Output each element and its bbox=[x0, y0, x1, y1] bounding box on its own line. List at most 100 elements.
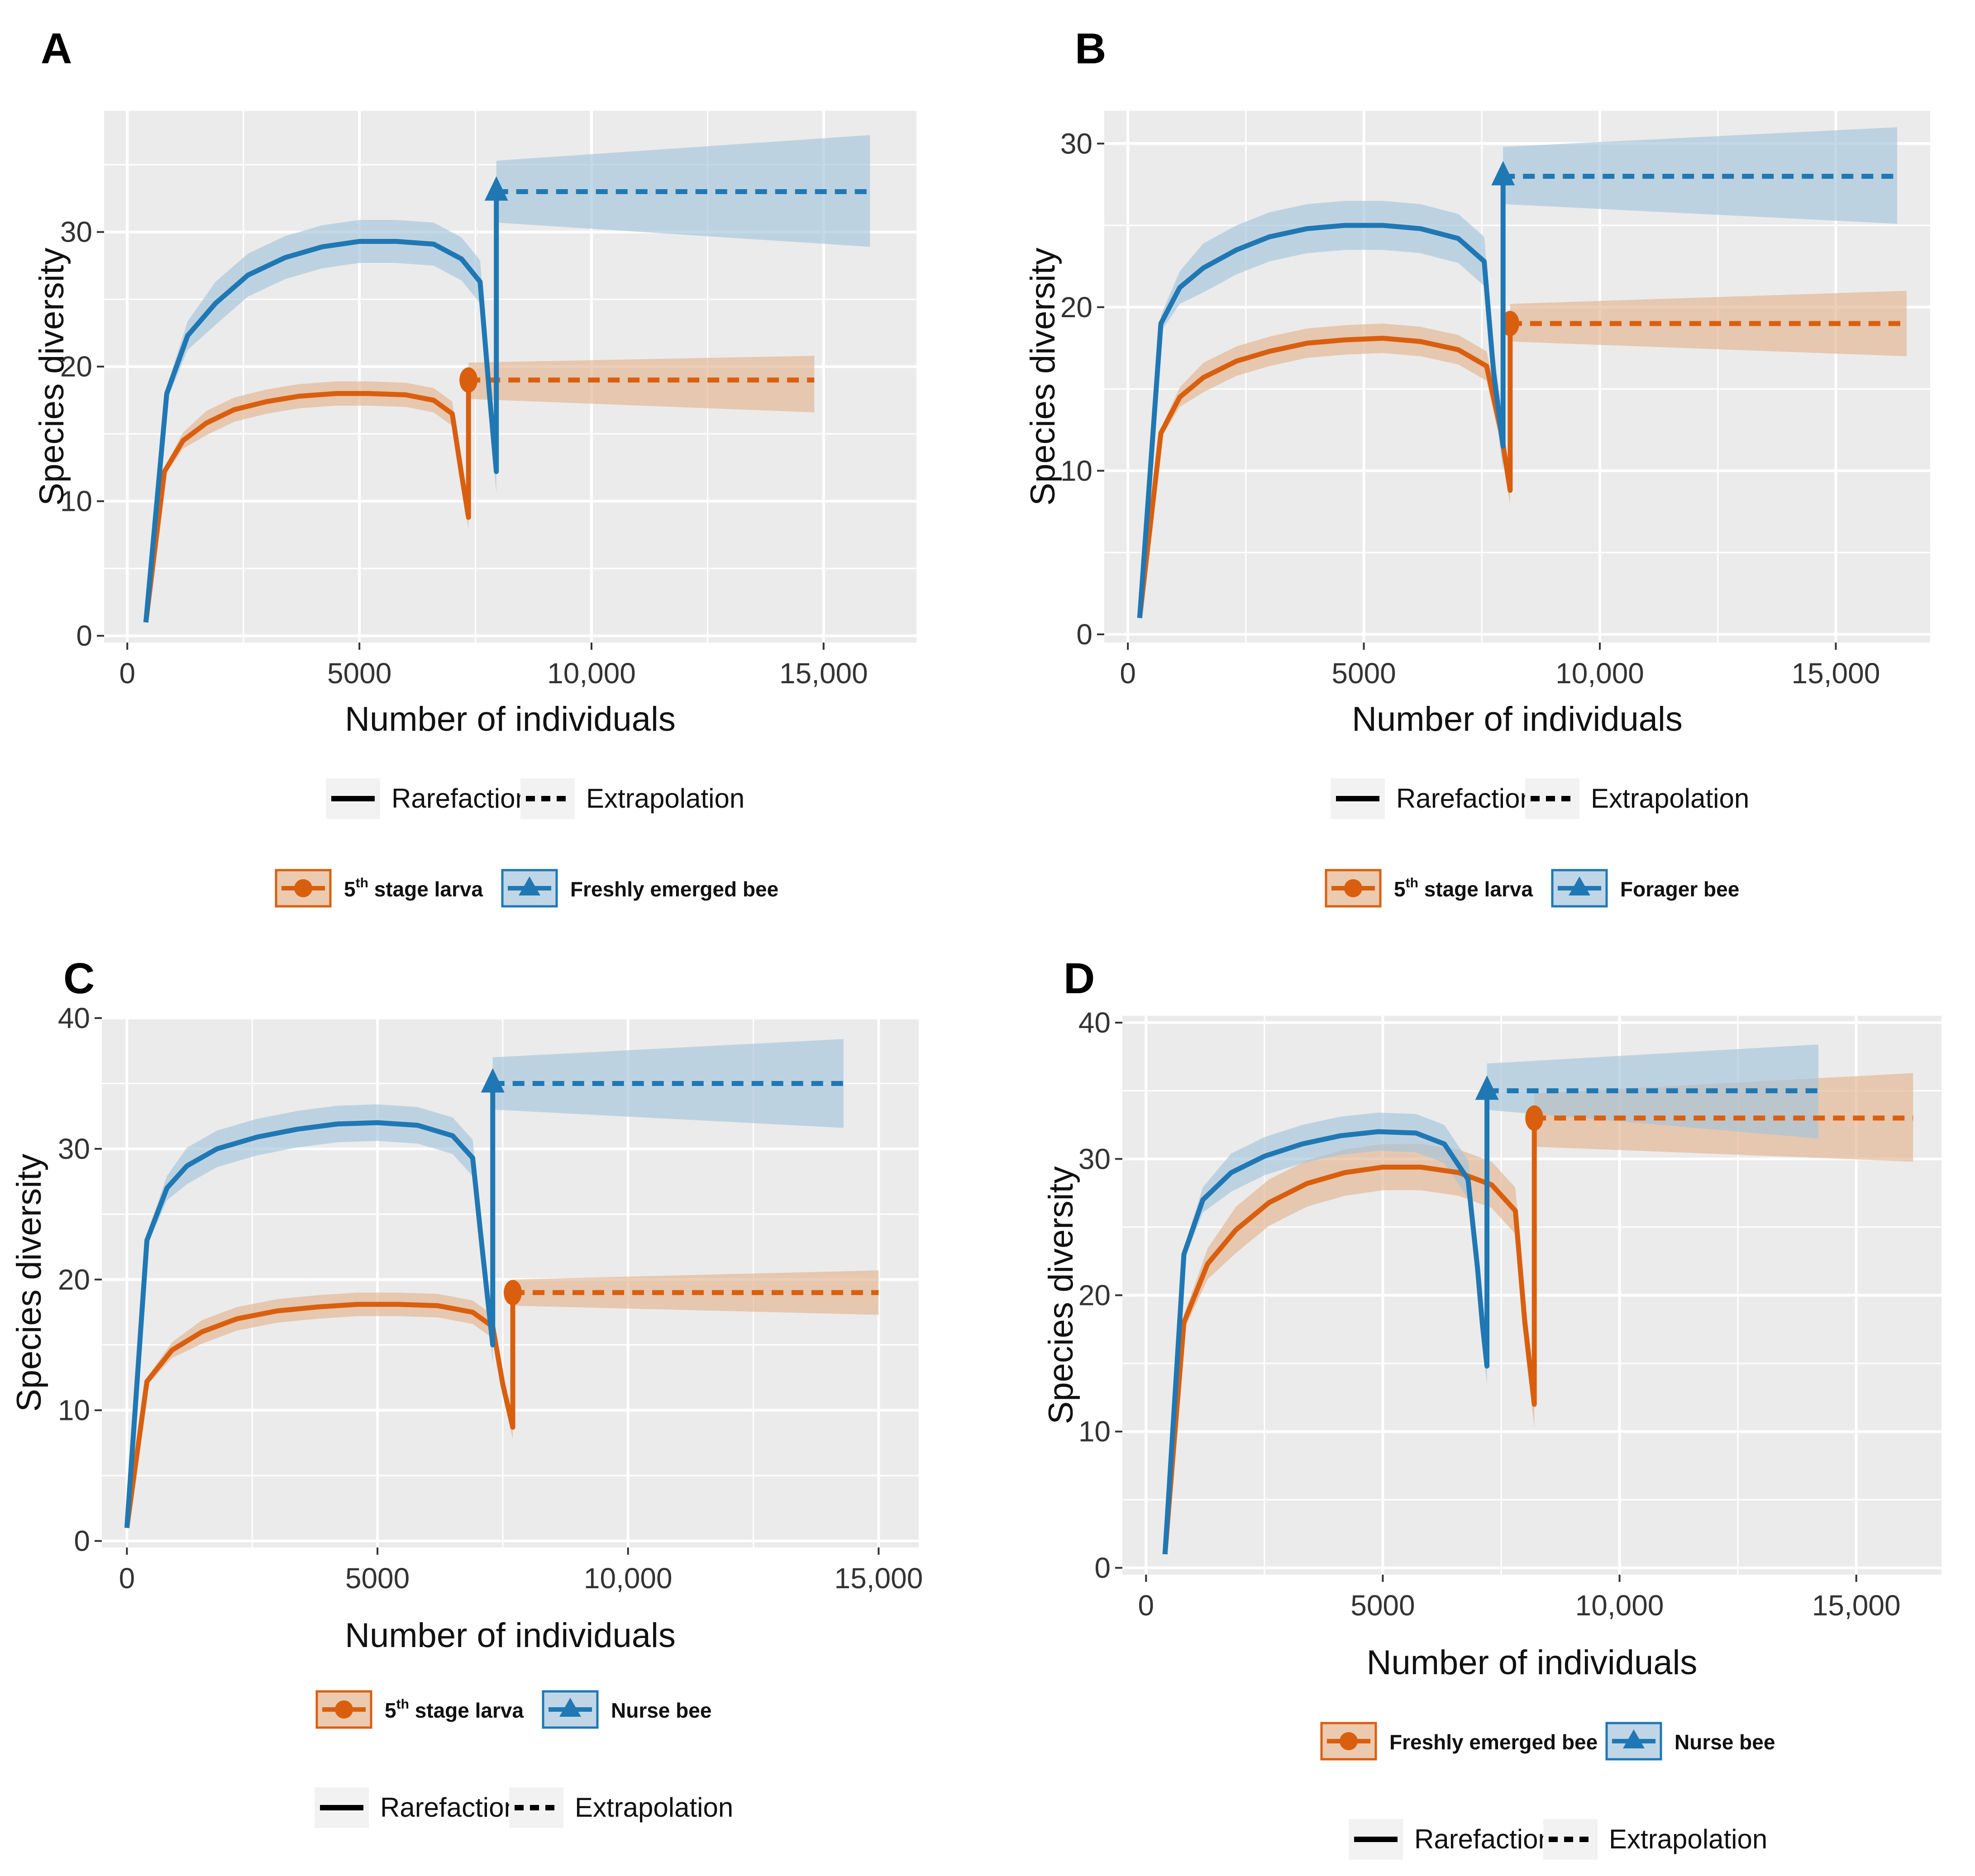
rarefaction-band bbox=[1165, 1144, 1535, 1556]
y-tick-label: 30 bbox=[58, 1133, 90, 1165]
x-tick-label: 0 bbox=[119, 1562, 135, 1595]
series-legend: Freshly emerged bee Nurse bee bbox=[1320, 1722, 1775, 1761]
y-tick-label: 20 bbox=[60, 350, 92, 383]
y-tick-label: 30 bbox=[60, 216, 92, 248]
panel-letter: B bbox=[1075, 24, 1106, 73]
line-type-legend: Rarefaction Extrapolation bbox=[326, 778, 744, 819]
x-tick-label: 15,000 bbox=[835, 1562, 923, 1595]
y-tick-label: 10 bbox=[1078, 1415, 1111, 1448]
panel-c: C 0 5000 10,000 15,000 0 10 20 30 40 Number of in… bbox=[10, 954, 923, 1828]
x-axis-title: Number of individuals bbox=[1367, 1643, 1698, 1682]
legend-label-extrapolation: Extrapolation bbox=[1609, 1824, 1767, 1854]
legend-circle-marker bbox=[1344, 879, 1362, 897]
x-tick-label: 10,000 bbox=[584, 1562, 673, 1595]
rarefaction-band bbox=[1140, 324, 1510, 620]
legend-triangle-marker bbox=[519, 876, 540, 895]
legend-label-rarefaction: Rarefaction bbox=[1396, 783, 1535, 814]
x-tick-label: 5000 bbox=[327, 657, 391, 690]
y-tick-label: 40 bbox=[1078, 1006, 1111, 1039]
series-legend: 5th stage larva Freshly emerged bee bbox=[275, 869, 778, 908]
y-tick-label: 20 bbox=[1078, 1279, 1111, 1312]
legend-triangle-marker bbox=[1623, 1729, 1645, 1748]
x-axis-title: Number of individuals bbox=[345, 1616, 676, 1655]
legend-series-label: Nurse bee bbox=[611, 1699, 711, 1722]
x-tick-label: 15,000 bbox=[1792, 657, 1880, 690]
x-tick-label: 10,000 bbox=[1555, 657, 1644, 690]
line-type-legend: Rarefaction Extrapolation bbox=[1331, 778, 1749, 819]
legend-series-label: 5th stage larva bbox=[344, 876, 483, 901]
y-tick-label: 20 bbox=[1060, 291, 1092, 324]
panel-b: B 0 5000 10,000 15,000 0 10 20 30 Number of indi… bbox=[1024, 24, 1930, 908]
rarefaction-band bbox=[146, 381, 469, 624]
line-type-legend: Rarefaction Extrapolation bbox=[315, 1787, 733, 1828]
rarefaction-line bbox=[1137, 176, 1506, 619]
observed-point-marker bbox=[481, 1068, 505, 1093]
y-tick-label: 20 bbox=[58, 1263, 90, 1296]
x-tick-label: 0 bbox=[1120, 657, 1136, 690]
panel-letter: C bbox=[63, 954, 95, 1003]
rarefaction-line bbox=[124, 1083, 496, 1528]
observed-point-marker bbox=[459, 367, 478, 393]
legend-label-extrapolation: Extrapolation bbox=[575, 1792, 733, 1823]
x-tick-label: 15,000 bbox=[1812, 1589, 1901, 1622]
x-tick-label: 5000 bbox=[345, 1562, 410, 1595]
legend-circle-marker bbox=[335, 1700, 353, 1719]
rarefaction-line bbox=[1162, 1118, 1537, 1555]
observed-point-marker bbox=[1475, 1075, 1499, 1100]
y-tick-label: 0 bbox=[1094, 1552, 1111, 1584]
legend-series-label: Forager bee bbox=[1620, 877, 1739, 901]
legend-circle-marker bbox=[1340, 1732, 1358, 1750]
y-axis-title: Species diversity bbox=[33, 248, 71, 505]
y-axis-title: Species diversity bbox=[1042, 1166, 1080, 1424]
y-tick-label: 30 bbox=[1078, 1143, 1111, 1175]
x-tick-label: 5000 bbox=[1331, 657, 1396, 690]
observed-point-marker bbox=[1525, 1105, 1544, 1131]
y-axis-title: Species diversity bbox=[10, 1154, 48, 1412]
panel-letter: A bbox=[41, 24, 72, 73]
legend-label-extrapolation: Extrapolation bbox=[586, 783, 744, 814]
x-tick-label: 10,000 bbox=[547, 657, 636, 690]
panel-letter: D bbox=[1064, 954, 1095, 1003]
rarefaction-line bbox=[143, 191, 499, 623]
legend-series-label: Freshly emerged bee bbox=[570, 877, 778, 901]
observed-point-marker bbox=[504, 1280, 522, 1305]
legend-series-label: 5th stage larva bbox=[1394, 876, 1533, 901]
legend-series-label: Nurse bee bbox=[1674, 1730, 1775, 1754]
legend-circle-marker bbox=[294, 879, 312, 897]
y-tick-label: 10 bbox=[1060, 454, 1092, 487]
rarefaction-line bbox=[1162, 1090, 1490, 1555]
rarefaction-line bbox=[143, 380, 471, 623]
x-axis-title: Number of individuals bbox=[345, 700, 676, 738]
x-tick-label: 15,000 bbox=[779, 657, 868, 690]
legend-triangle-marker bbox=[1569, 876, 1590, 895]
x-tick-label: 0 bbox=[119, 657, 135, 690]
y-tick-label: 10 bbox=[58, 1394, 90, 1427]
y-tick-label: 0 bbox=[74, 1525, 90, 1557]
extrapolation-band bbox=[1503, 127, 1897, 224]
line-type-legend: Rarefaction Extrapolation bbox=[1349, 1819, 1767, 1860]
legend-label-rarefaction: Rarefaction bbox=[380, 1792, 519, 1823]
x-axis-title: Number of individuals bbox=[1352, 700, 1683, 738]
extrapolation-band bbox=[1510, 290, 1907, 357]
y-tick-label: 0 bbox=[76, 619, 92, 652]
legend-label-rarefaction: Rarefaction bbox=[391, 783, 530, 814]
observed-point-marker bbox=[1491, 161, 1515, 186]
y-axis-title: Species diversity bbox=[1024, 248, 1062, 505]
y-tick-label: 0 bbox=[1076, 618, 1092, 651]
rarefaction-band bbox=[127, 1104, 493, 1529]
y-tick-label: 30 bbox=[1060, 127, 1092, 160]
series-legend: 5th stage larva Nurse bee bbox=[315, 1690, 711, 1729]
x-tick-label: 5000 bbox=[1350, 1589, 1415, 1622]
legend-triangle-marker bbox=[559, 1698, 581, 1717]
legend-series-label: 5th stage larva bbox=[385, 1697, 524, 1722]
extrapolation-band bbox=[468, 356, 815, 413]
x-tick-label: 0 bbox=[1138, 1589, 1154, 1622]
rarefaction-line bbox=[124, 1292, 515, 1528]
observed-point-marker bbox=[1501, 311, 1519, 336]
extrapolation-band bbox=[492, 1039, 844, 1128]
y-tick-label: 10 bbox=[60, 485, 92, 518]
series-legend: 5th stage larva Forager bee bbox=[1325, 869, 1739, 908]
x-tick-label: 10,000 bbox=[1575, 1589, 1664, 1622]
panel-a: A 0 5000 10,000 15,000 0 10 20 30 Number of indi… bbox=[33, 24, 916, 908]
